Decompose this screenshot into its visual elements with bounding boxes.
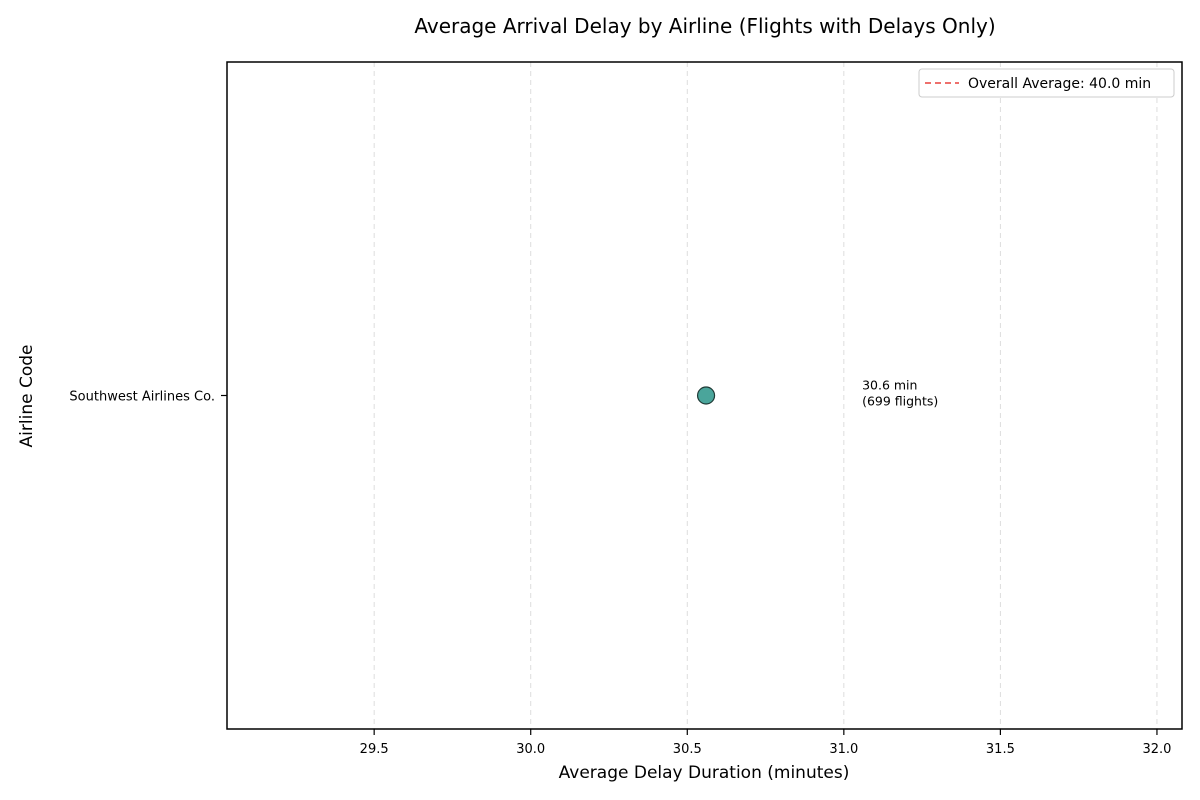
y-axis-ticks: Southwest Airlines Co. [69, 390, 227, 405]
legend-box [918, 68, 1175, 98]
x-axis-label: Average Delay Duration (minutes) [559, 763, 850, 783]
y-tick-label: Southwest Airlines Co. [69, 390, 215, 405]
x-tick-label: 30.5 [673, 742, 702, 757]
x-tick-label: 32.0 [1142, 742, 1171, 757]
x-tick-label: 31.0 [829, 742, 858, 757]
data-label-count: (699 flights) [862, 394, 938, 409]
x-axis-ticks: 29.5 30.0 30.5 31.0 31.5 32.0 [360, 729, 1171, 757]
y-axis-label: Airline Code [17, 345, 37, 448]
x-tick-label: 31.5 [986, 742, 1015, 757]
x-tick-label: 30.0 [516, 742, 545, 757]
data-point [696, 386, 716, 405]
data-points: 30.6 min (699 flights) [696, 378, 938, 409]
x-grid [373, 62, 1158, 729]
data-label-value: 30.6 min [862, 378, 917, 393]
legend: Overall Average: 40.0 min [918, 68, 1175, 98]
x-tick-label: 29.5 [360, 742, 389, 757]
chart-title: Average Arrival Delay by Airline (Flight… [414, 14, 995, 38]
legend-label: Overall Average: 40.0 min [968, 76, 1151, 92]
data-label: 30.6 min (699 flights) [862, 378, 938, 409]
